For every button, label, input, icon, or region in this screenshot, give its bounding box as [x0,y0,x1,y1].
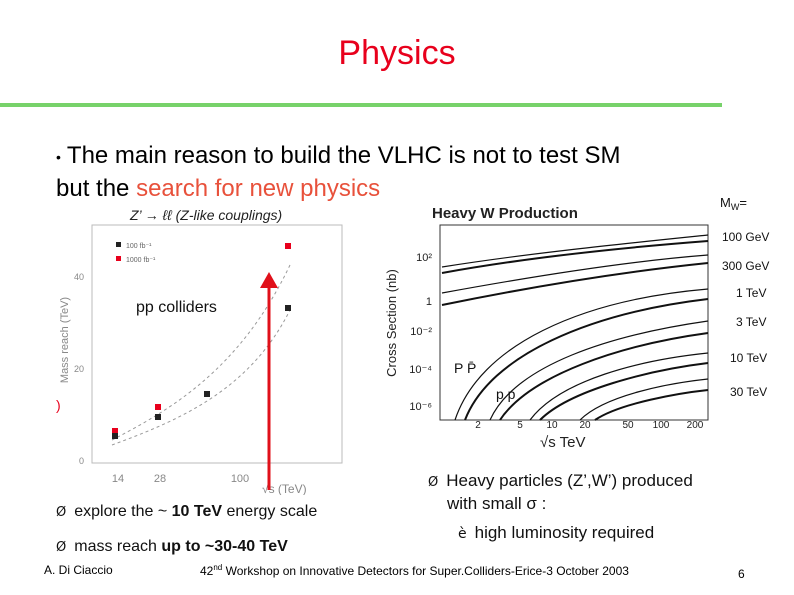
y-tick-20: 20 [74,364,84,374]
point-black-14 [112,433,118,439]
x-axis-label: √s TeV [540,434,585,451]
x-axis-label: √s (TeV) [262,482,307,495]
y-tick-0: 0 [79,456,84,466]
x-tick-10: 10 [546,420,558,431]
headline-text: • The main reason to build the VLHC is no… [56,140,756,205]
y-tick-1: 1 [426,296,432,308]
legend-marker-red [116,256,121,261]
mass-100gev: 100 GeV [722,230,769,244]
legend-100: 100 fb⁻¹ [126,243,152,250]
point-black-200 [285,305,291,311]
bullet-icon: • [56,148,61,165]
footer-workshop: 42nd Workshop on Innovative Detectors fo… [200,563,629,578]
mass-1tev: 1 TeV [736,286,766,300]
bullet-sub-luminosity: è high luminosity required [458,523,654,542]
mass-10tev: 10 TeV [730,351,767,365]
heavy-w-plot: Heavy W Production Cross Section (nb) 10… [384,195,769,451]
x-tick-14: 14 [112,473,124,485]
y-tick-40: 40 [74,272,84,282]
red-arrow-head [260,272,278,288]
legend-marker-black [116,242,121,247]
page-number: 6 [738,567,745,581]
bullet-line-small-sigma: with small σ : [446,494,546,513]
mass-reach-plot: Z’ → ℓℓ (Z-like couplings) Mass reach (T… [56,207,343,495]
ppbar-label: P P̄ [454,360,476,376]
y-axis-label: Cross Section (nb) [384,269,399,377]
legend-1000: 1000 fb⁻¹ [126,257,156,264]
point-red-200 [285,243,291,249]
cross-section-curves [441,234,709,421]
mw-header: MW= [720,195,747,212]
x-tick-100: 100 [231,473,249,485]
pp-colliders-label: pp colliders [136,299,217,316]
slide-title: Physics [338,34,456,72]
pp-label: p p [496,386,516,402]
point-red-28 [155,404,161,410]
x-tick-5: 5 [517,420,523,431]
y-tick-1e-6: 10⁻⁶ [409,401,432,413]
mass-30tev: 30 TeV [730,385,767,399]
x-tick-200: 200 [687,420,704,431]
y-axis-label: Mass reach (TeV) [59,297,71,383]
curve-100fb [111,309,291,446]
x-tick-50: 50 [622,420,634,431]
point-red-14 [112,428,118,434]
mass-3tev: 3 TeV [736,315,766,329]
right-bullet-block: Ø Heavy particles (Z’,W’) produced with s… [428,471,693,542]
plot-title: Z’ → ℓℓ (Z-like couplings) [129,207,282,223]
x-tick-100: 100 [653,420,670,431]
x-tick-2: 2 [475,420,481,431]
headline-line2: but the [56,174,137,202]
x-tick-20: 20 [579,420,591,431]
title-divider [0,103,722,107]
bullet-item-heavy-particles: Ø Heavy particles (Z’,W’) produced [428,471,693,490]
point-black-28 [155,414,161,420]
headline-highlight: search for new physics [136,174,381,202]
x-tick-28: 28 [154,473,166,485]
curve-1000fb [111,264,291,441]
footer-author: A. Di Ciaccio [44,563,113,577]
headline-line1: The main reason to build the VLHC is not… [66,142,621,169]
plot-title: Heavy W Production [432,205,578,222]
mass-300gev: 300 GeV [722,259,769,273]
plot-frame [91,224,343,464]
y-tick-1e2: 10² [416,252,432,264]
y-tick-1e-4: 10⁻⁴ [409,364,432,376]
point-black-60 [204,391,210,397]
side-mark: ) [56,397,61,413]
plot-frame [439,224,709,421]
y-tick-1e-2: 10⁻² [410,326,432,338]
